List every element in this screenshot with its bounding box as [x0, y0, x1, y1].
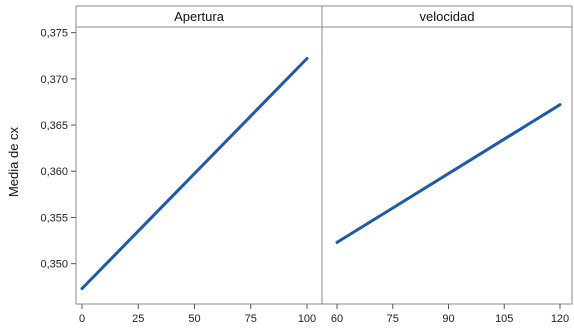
panel-frame [75, 5, 323, 305]
x-tick-label: 25 [132, 313, 144, 325]
panel-frame [321, 5, 573, 305]
panels-layer: Apertura 0 25 50 75 100 velocidad 60 75 90 105 120 [75, 5, 573, 325]
y-tick-label: 0,350 [40, 259, 68, 271]
y-axis: 0,350 0,355 0,360 0,365 0,370 0,375 [40, 28, 76, 271]
series-line-apertura [80, 57, 309, 291]
y-tick-label: 0,370 [40, 74, 68, 86]
panel-2: velocidad 60 75 90 105 120 [321, 5, 573, 325]
y-axis-title: Media de cx [6, 126, 21, 197]
x-tick-label: 120 [551, 313, 569, 325]
y-tick-label: 0,375 [40, 28, 68, 40]
x-tick-label: 100 [298, 313, 316, 325]
y-tick-label: 0,365 [40, 120, 68, 132]
x-tick-label: 60 [331, 313, 343, 325]
x-tick-label: 0 [79, 313, 85, 325]
panel-title: Apertura [174, 9, 225, 24]
x-tick-label: 105 [495, 313, 513, 325]
y-tick-label: 0,360 [40, 166, 68, 178]
series-line-velocidad [335, 103, 562, 244]
x-tick-label: 90 [442, 313, 454, 325]
panel-1: Apertura 0 25 50 75 100 [75, 5, 323, 325]
x-tick-label: 50 [188, 313, 200, 325]
y-tick-label: 0,355 [40, 212, 68, 224]
x-tick-label: 75 [245, 313, 257, 325]
x-tick-label: 75 [387, 313, 399, 325]
panel-title: velocidad [420, 9, 475, 24]
